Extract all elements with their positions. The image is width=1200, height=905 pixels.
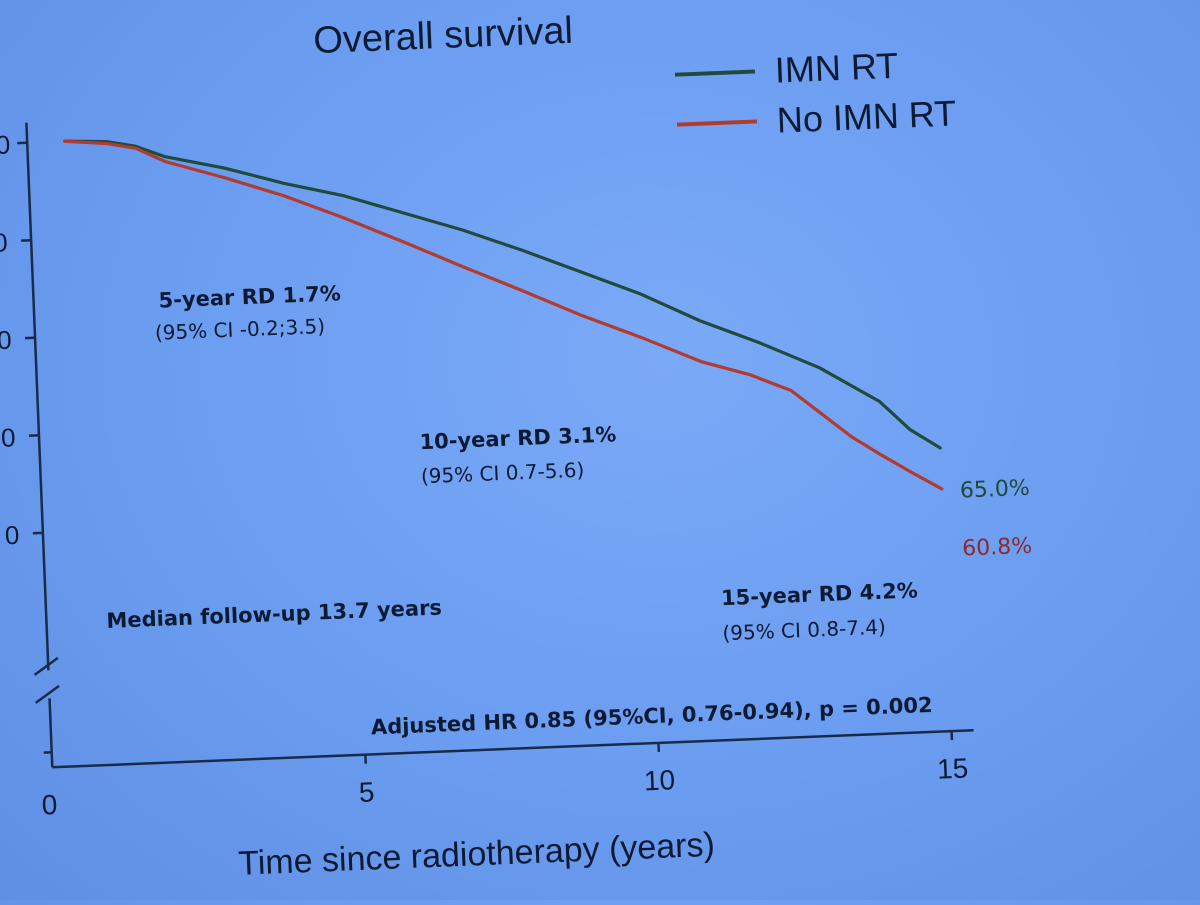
x-tick-label: 15 — [936, 752, 968, 784]
y-axis-lower — [50, 698, 53, 767]
chart-title: Overall survival — [313, 10, 574, 62]
followup-note: Median follow-up 13.7 years — [106, 595, 442, 632]
annotation-15yr-rd: 15-year RD 4.2% — [721, 578, 919, 610]
legend-swatch-imn-rt — [675, 71, 755, 74]
y-tick-label: 0 — [0, 325, 12, 356]
legend-swatch-no-imn-rt — [677, 121, 757, 124]
x-tick-label: 5 — [358, 776, 375, 808]
legend-label-no-imn-rt: No IMN RT — [776, 92, 957, 140]
hazard-ratio-note: Adjusted HR 0.85 (95%CI, 0.76-0.94), p =… — [370, 693, 933, 740]
y-tick-label: 0 — [0, 227, 8, 258]
x-tick-label: 10 — [643, 764, 675, 796]
y-tick-label: 0 — [0, 422, 16, 453]
axis-break-mark — [34, 658, 59, 675]
y-tick-label: 0 — [4, 520, 20, 551]
legend-label-imn-rt: IMN RT — [774, 45, 899, 91]
x-axis — [52, 730, 973, 767]
annotation-15yr-ci: (95% CI 0.8-7.4) — [722, 615, 886, 646]
annotation-5yr-rd: 5-year RD 1.7% — [158, 281, 341, 312]
axis-break-mark — [35, 686, 60, 703]
y-axis — [12, 122, 62, 767]
annotation-10yr-rd: 10-year RD 3.1% — [419, 422, 617, 454]
legend: IMN RT No IMN RT — [674, 42, 957, 144]
y-axis-upper — [26, 123, 48, 671]
end-label-no-imn-rt: 60.8% — [962, 534, 1033, 562]
x-axis-title: Time since radiotherapy (years) — [238, 826, 716, 883]
y-tick-label: 00 — [0, 129, 11, 160]
annotation-10yr-ci: (95% CI 0.7-5.6) — [420, 458, 584, 489]
end-label-imn-rt: 65.0% — [959, 476, 1030, 504]
annotation-5yr-ci: (95% CI -0.2;3.5) — [154, 314, 325, 345]
x-tick-label: 0 — [41, 789, 58, 821]
